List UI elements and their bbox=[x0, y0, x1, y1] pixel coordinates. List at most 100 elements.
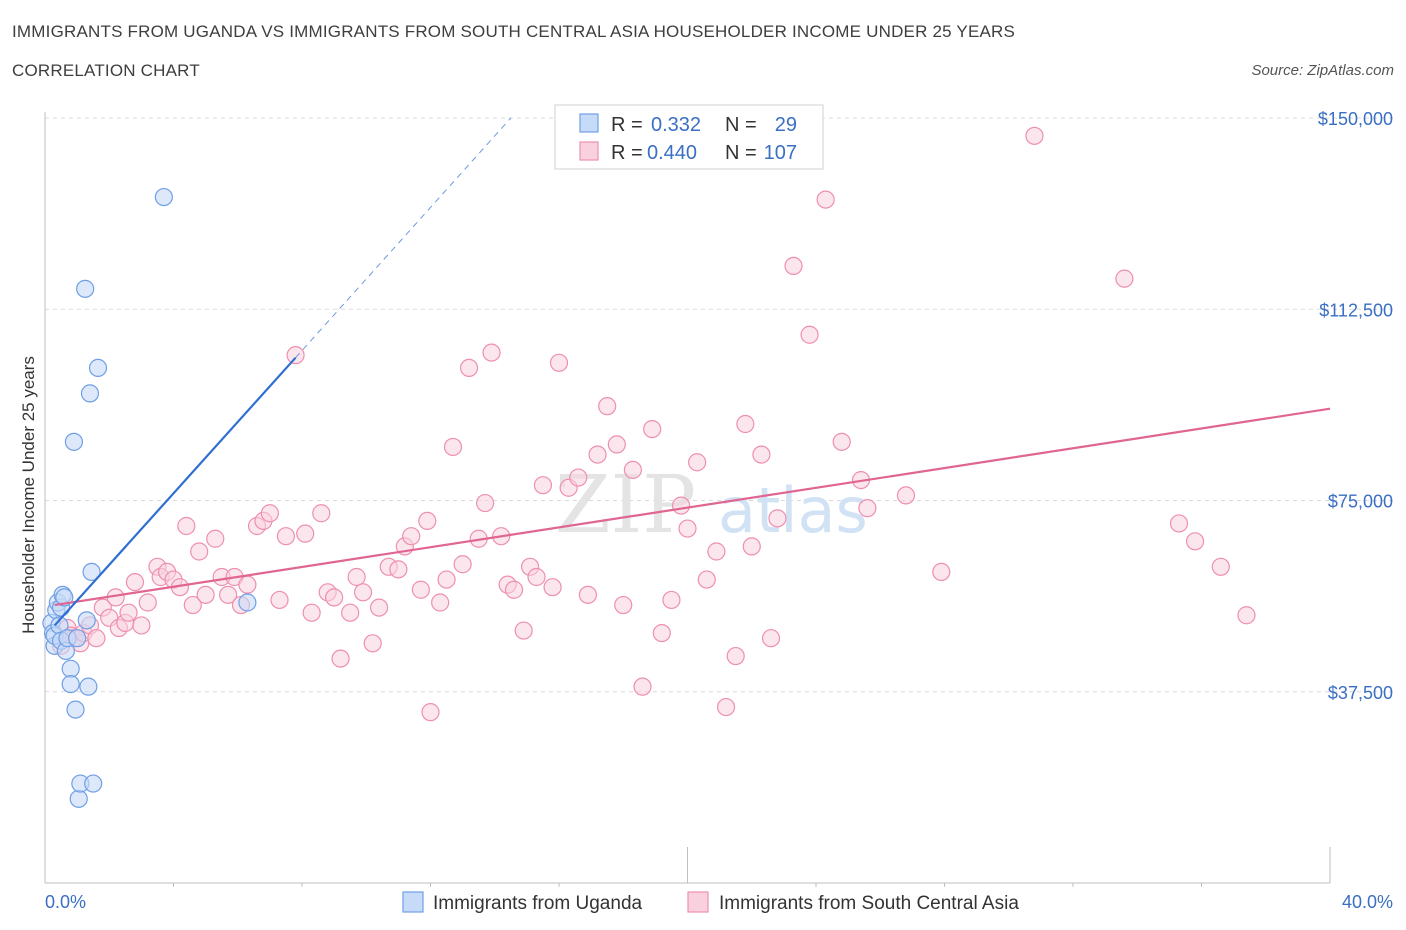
sca-point bbox=[858, 499, 877, 518]
uganda-trend-line bbox=[53, 356, 297, 627]
sca-point bbox=[832, 432, 851, 451]
sca-point bbox=[443, 437, 463, 457]
sca-point bbox=[1211, 557, 1230, 576]
sca-point bbox=[453, 555, 472, 574]
y-tick-label: $37,500 bbox=[1328, 683, 1393, 703]
sca-point bbox=[177, 516, 196, 536]
uganda-point bbox=[55, 588, 74, 607]
sca-point bbox=[353, 583, 373, 602]
sca-point bbox=[1185, 532, 1205, 551]
sca-point bbox=[421, 703, 440, 722]
sca-point bbox=[588, 445, 607, 464]
uganda-point bbox=[88, 358, 108, 377]
sca-point bbox=[707, 542, 726, 561]
sca-point bbox=[742, 537, 761, 556]
chart-subtitle: CORRELATION CHART bbox=[12, 61, 200, 80]
uganda-point bbox=[76, 279, 95, 298]
sca-point bbox=[363, 634, 382, 653]
trend-lines bbox=[53, 117, 1331, 627]
sca-point bbox=[431, 593, 450, 612]
sca-point bbox=[325, 588, 344, 607]
sca-point bbox=[736, 414, 755, 434]
uganda-point bbox=[68, 629, 87, 648]
bottom-legend: Immigrants from Uganda Immigrants from S… bbox=[402, 891, 1019, 914]
sca-point bbox=[190, 542, 209, 561]
sca-point bbox=[768, 509, 787, 528]
sca-point bbox=[549, 353, 569, 372]
sca-point bbox=[752, 445, 771, 464]
x-tick-max-label: 40.0% bbox=[1342, 892, 1393, 912]
source-label: Source: ZipAtlas.com bbox=[1251, 62, 1394, 79]
sca-point bbox=[238, 575, 257, 594]
stats-legend-n-value-sca: 107 bbox=[764, 142, 797, 164]
watermark-atlas: atlas bbox=[718, 474, 868, 547]
sca-point bbox=[761, 629, 781, 648]
series-uganda bbox=[42, 187, 257, 808]
uganda-point bbox=[69, 789, 88, 808]
sca-point bbox=[1115, 269, 1134, 288]
sca-point bbox=[652, 623, 671, 643]
stats-legend-r-value-uganda: 0.332 bbox=[651, 114, 701, 136]
sca-point bbox=[697, 570, 716, 589]
stats-legend-n-label-uganda: N = bbox=[725, 114, 757, 136]
sca-point bbox=[896, 486, 916, 505]
stats-legend-swatch-uganda bbox=[579, 113, 599, 133]
sca-point bbox=[504, 580, 524, 599]
sca-point bbox=[688, 453, 707, 472]
stats-legend-n-label-sca: N = bbox=[725, 142, 757, 164]
sca-point bbox=[1237, 606, 1256, 625]
sca-point bbox=[183, 595, 202, 615]
uganda-point bbox=[64, 432, 84, 451]
sca-point bbox=[527, 567, 546, 587]
bottom-legend-label-uganda: Immigrants from Uganda bbox=[433, 893, 643, 914]
sca-point bbox=[671, 496, 691, 515]
uganda-trend-extension bbox=[295, 117, 512, 359]
bottom-legend-label-sca: Immigrants from South Central Asia bbox=[719, 893, 1019, 914]
sca-point bbox=[119, 603, 138, 622]
y-tick-label: $75,000 bbox=[1328, 492, 1393, 512]
sca-point bbox=[932, 562, 951, 582]
sca-point bbox=[578, 585, 598, 604]
sca-point bbox=[1169, 514, 1189, 533]
sca-point bbox=[302, 603, 321, 622]
sca-point bbox=[816, 190, 835, 209]
uganda-point bbox=[77, 611, 96, 630]
stats-legend-r-label-sca: R = bbox=[611, 142, 643, 164]
series-south-central-asia bbox=[51, 126, 1256, 722]
sca-point bbox=[543, 578, 562, 597]
sca-point bbox=[219, 585, 238, 604]
sca-point bbox=[533, 476, 553, 495]
sca-point bbox=[598, 397, 617, 416]
sca-point bbox=[206, 529, 225, 548]
stats-legend-box bbox=[554, 104, 824, 170]
sca-point bbox=[662, 590, 681, 610]
sca-point bbox=[138, 593, 157, 612]
bottom-legend-swatch-uganda bbox=[402, 891, 424, 913]
uganda-point bbox=[61, 674, 80, 694]
sca-point bbox=[1025, 126, 1044, 145]
uganda-point bbox=[84, 774, 103, 793]
bottom-legend-swatch-sca bbox=[687, 891, 709, 913]
sca-point bbox=[459, 358, 479, 377]
sca-point bbox=[418, 511, 437, 531]
sca-point bbox=[196, 585, 215, 604]
uganda-point bbox=[154, 187, 173, 207]
uganda-point bbox=[80, 384, 100, 403]
sca-point bbox=[270, 590, 289, 610]
stats-legend-swatch-sca bbox=[579, 141, 599, 161]
sca-point bbox=[312, 504, 331, 523]
sca-point bbox=[678, 519, 697, 538]
y-tick-labels: $37,500 $75,000 $112,500 $150,000 bbox=[1318, 109, 1393, 703]
uganda-point bbox=[82, 562, 101, 582]
stats-legend-r-value-sca: 0.440 bbox=[647, 142, 697, 164]
sca-point bbox=[643, 420, 662, 439]
sca-point bbox=[569, 468, 588, 487]
stats-legend-r-label-uganda: R = bbox=[611, 114, 643, 136]
chart-title: IMMIGRANTS FROM UGANDA VS IMMIGRANTS FRO… bbox=[12, 22, 1016, 41]
sca-point bbox=[411, 580, 430, 599]
sca-point bbox=[716, 697, 736, 717]
sca-point bbox=[800, 325, 819, 344]
sca-point bbox=[633, 677, 652, 696]
sca-point bbox=[726, 646, 745, 666]
